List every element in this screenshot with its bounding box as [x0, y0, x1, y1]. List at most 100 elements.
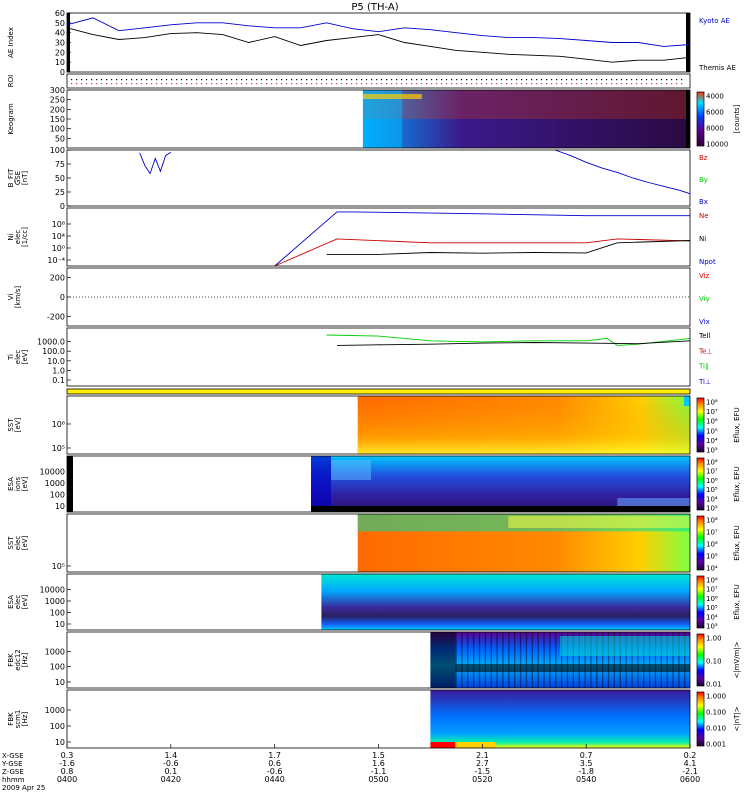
fbk1-colorbar-units: <|mV/m|>: [733, 641, 741, 678]
roi-dot: [606, 83, 608, 85]
roi-dot: [86, 83, 88, 85]
roi-dot: [271, 83, 273, 85]
roi-dot: [541, 83, 543, 85]
fbk1-ylabel: edc12: [14, 649, 22, 671]
ni-ytick: 10⁸: [52, 220, 65, 229]
roi-dot: [381, 83, 383, 85]
keogram-ytick: 100: [50, 125, 65, 134]
roi-dot: [186, 83, 188, 85]
bfit-ytick: 0: [60, 202, 65, 211]
keogram-edge: [362, 90, 403, 148]
roi-dot: [291, 83, 293, 85]
roi-dot: [136, 83, 138, 85]
x-coord-value: -2.1: [682, 767, 698, 776]
esa2-colorbar-units: Eflux, EFU: [733, 584, 741, 619]
esa1-colorbar-units: Eflux, EFU: [733, 466, 741, 501]
roi-dot: [556, 79, 558, 81]
x-coord-name: Z-GSE: [2, 768, 24, 776]
roi-dot: [256, 79, 258, 81]
ni-series-0: [274, 211, 690, 267]
roi-dot: [671, 83, 673, 85]
ti-ytick: 100.0: [42, 347, 65, 356]
fbk1-colorbar-tick: 0.01: [706, 681, 722, 689]
keogram-data: [362, 90, 690, 148]
roi-dot: [191, 79, 193, 81]
fbk1-gap: [666, 632, 668, 688]
ni-legend: Ne: [699, 212, 709, 220]
roi-dot: [121, 83, 123, 85]
fbk1-gap: [525, 632, 528, 688]
roi-dot: [331, 79, 333, 81]
roi-dot: [181, 83, 183, 85]
roi-dot: [626, 83, 628, 85]
roi-dot: [146, 79, 148, 81]
ti-ylabel: elec: [14, 350, 22, 365]
roi-dot: [221, 79, 223, 81]
x-tick-label: 0500: [368, 775, 388, 784]
fbk1-gap: [502, 632, 504, 688]
keogram-ylabel: Keogram: [7, 103, 15, 134]
ti-legend: Te⊥: [698, 347, 713, 355]
roi-dot: [611, 79, 613, 81]
fbk2-data: [430, 690, 690, 748]
fbk1-gap: [549, 632, 551, 688]
roi-dot: [431, 83, 433, 85]
keogram-colorbar-units: [counts]: [733, 104, 741, 133]
roi-dot: [136, 79, 138, 81]
roi-dot: [611, 83, 613, 85]
fbk1-gap: [560, 632, 563, 688]
fbk1-gap: [555, 632, 557, 688]
sst1-colorbar-tick: 10⁴: [706, 437, 718, 445]
fbk1-gap: [613, 632, 616, 688]
roi-dot: [246, 79, 248, 81]
roi-dot: [281, 79, 283, 81]
roi-dot: [501, 83, 503, 85]
roi-dot: [266, 79, 268, 81]
keogram-colorbar-tick: 6000: [706, 109, 724, 117]
fbk2-colorbar-units: <|nT|>: [733, 706, 741, 731]
ae-ytick: 40: [55, 29, 65, 38]
x-coord-value: 2.7: [476, 759, 489, 768]
x-coord-value: -1.5: [475, 767, 491, 776]
roi-dot: [131, 83, 133, 85]
x-coord-value: 2.1: [476, 751, 489, 760]
roi-dot: [396, 79, 398, 81]
roi-dot: [296, 79, 298, 81]
x-coord-value: 1.5: [372, 751, 385, 760]
roi-dot: [211, 79, 213, 81]
roi-dot: [231, 79, 233, 81]
esa2-colorbar: [697, 576, 704, 628]
x-coord-value: 0.3: [61, 751, 74, 760]
roi-dot: [201, 83, 203, 85]
vi-legend: Vix: [699, 318, 710, 326]
fbk1-gap: [631, 632, 633, 688]
roi-dot: [261, 83, 263, 85]
fbk1-gap: [537, 632, 539, 688]
roi-dot: [376, 79, 378, 81]
fbk1-gap: [519, 632, 522, 688]
roi-dot: [536, 83, 538, 85]
bfit-ylabel: B_FIT: [7, 168, 15, 187]
x-coord-value: -1.6: [59, 759, 75, 768]
ti-ylabel: [eV]: [21, 349, 29, 364]
sst2-colorbar-tick: 10⁵: [706, 553, 718, 561]
roi-dot: [496, 79, 498, 81]
ae-legend: Themis AE: [698, 64, 736, 72]
sst1-ytick: 10⁶: [52, 420, 65, 429]
esa1-edge: [311, 456, 332, 512]
sst1-colorbar-units: Eflux, EFU: [733, 407, 741, 442]
roi-dot: [596, 79, 598, 81]
fbk1-gap: [490, 632, 492, 688]
roi-dot: [336, 83, 338, 85]
roi-dot: [206, 79, 208, 81]
ae-legend: Kyoto AE: [699, 17, 730, 25]
roi-dot: [516, 83, 518, 85]
roi-dot: [571, 83, 573, 85]
roi-dot: [566, 79, 568, 81]
x-tick-label: 0540: [576, 775, 596, 784]
roi-dot: [511, 79, 513, 81]
ni-legend: Npot: [699, 258, 716, 266]
roi-dot: [321, 83, 323, 85]
roi-dot: [86, 79, 88, 81]
bfit-series-1: [554, 149, 691, 195]
